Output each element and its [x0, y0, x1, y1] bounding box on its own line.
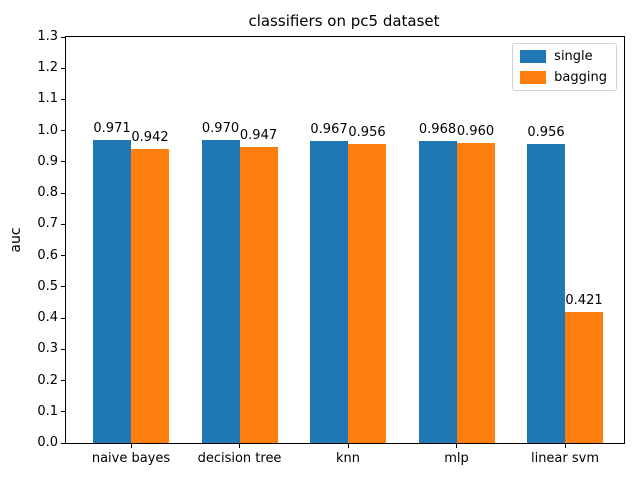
x-tick-mark: [239, 443, 240, 448]
legend-label-bagging: bagging: [554, 70, 607, 85]
y-tick-mark: [61, 223, 66, 225]
bar-bagging-decision-tree: [239, 147, 278, 443]
x-tick-label-decision-tree: decision tree: [197, 451, 282, 466]
legend: single bagging: [512, 43, 617, 91]
y-tick-label: 0.9: [37, 153, 58, 169]
y-tick-mark: [61, 67, 66, 69]
chart-title: classifiers on pc5 dataset: [248, 12, 440, 30]
y-tick-label: 1.3: [37, 29, 58, 44]
y-tick-label: 0.6: [37, 247, 58, 263]
y-tick-label: 0.4: [37, 310, 58, 326]
y-tick-label: 1.0: [37, 122, 58, 138]
x-tick-label-mlp: mlp: [444, 451, 469, 466]
y-tick-label: 0.3: [37, 341, 58, 357]
bar-value-label: 0.970: [201, 121, 240, 137]
bar-value-label: 0.421: [565, 292, 603, 308]
y-tick-label: 0.7: [37, 216, 58, 232]
y-tick-label: 0.0: [37, 435, 58, 450]
x-tick-mark: [130, 443, 132, 448]
plot-area: single bagging 0.0 0.1 0.2 0.3 0.4 0.5 0.6 0.7 0.…: [37, 29, 625, 466]
y-tick-mark: [61, 192, 66, 194]
legend-row-single: single: [520, 49, 607, 64]
y-tick-label: 1.2: [37, 60, 58, 76]
y-tick-label: 1.1: [37, 91, 58, 107]
bar-bagging-naive-bayes: [131, 148, 169, 443]
y-tick-mark: [61, 36, 66, 38]
x-tick-label-linear-svm: linear svm: [530, 451, 600, 466]
bar-bagging-knn: [348, 144, 386, 443]
y-tick-label: 0.5: [37, 278, 58, 294]
bar-bagging-linear-svm: [565, 311, 603, 443]
y-tick-mark: [61, 286, 66, 288]
y-tick-mark: [61, 98, 66, 100]
bar-value-label: 0.960: [456, 124, 495, 140]
bar-bagging-mlp: [456, 143, 495, 443]
y-tick-mark: [61, 442, 66, 444]
bar-single-naive-bayes: [93, 139, 131, 443]
y-tick-mark: [61, 411, 66, 413]
legend-label-single: single: [554, 49, 593, 64]
bar-single-mlp: [418, 140, 457, 443]
legend-swatch-single: [520, 50, 547, 63]
x-tick-mark: [456, 443, 457, 448]
bar-value-label: 0.971: [93, 120, 131, 136]
bar-single-linear-svm: [527, 144, 565, 443]
y-tick-mark: [61, 161, 66, 163]
bar-value-label: 0.968: [418, 121, 457, 137]
bar-single-knn: [310, 141, 348, 443]
legend-swatch-bagging: [520, 71, 547, 84]
y-tick-label: 0.8: [37, 185, 58, 201]
x-tick-mark: [564, 443, 566, 448]
y-tick-label: 0.2: [37, 372, 58, 388]
legend-row-bagging: bagging: [520, 70, 607, 85]
bar-value-label: 0.956: [348, 125, 386, 141]
bar-single-decision-tree: [201, 140, 240, 443]
x-tick-label-knn: knn: [335, 451, 360, 466]
bar-value-label: 0.956: [527, 125, 565, 141]
bar-value-label: 0.947: [239, 128, 278, 144]
x-tick-label-naive-bayes: naive bayes: [91, 451, 171, 466]
y-tick-label: 0.1: [37, 403, 58, 419]
bar-value-label: 0.942: [131, 129, 169, 145]
y-tick-mark: [61, 130, 66, 132]
y-tick-mark: [61, 255, 66, 257]
y-tick-mark: [61, 380, 66, 382]
bar-value-label: 0.967: [310, 122, 348, 137]
y-tick-mark: [61, 317, 66, 319]
x-tick-mark: [347, 443, 349, 448]
y-tick-mark: [61, 348, 66, 350]
